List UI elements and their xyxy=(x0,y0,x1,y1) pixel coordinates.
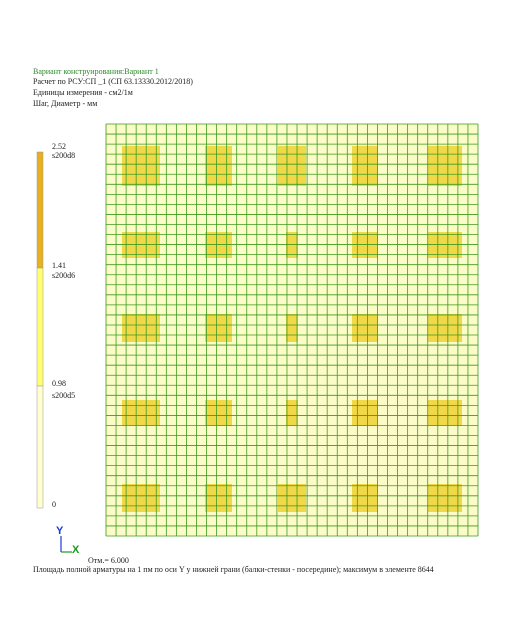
reinforcement-zone xyxy=(205,484,232,512)
plate-mesh xyxy=(105,123,479,537)
reinforcement-zone xyxy=(428,146,462,186)
reinforcement-zone xyxy=(122,484,160,512)
reinforcement-zone xyxy=(286,232,298,258)
reinforcement-zone xyxy=(122,400,160,426)
caption: Площадь полной арматуры на 1 пм по оси Y… xyxy=(33,565,434,574)
reinforcement-zone xyxy=(205,400,232,426)
legend-rebar: s200d6 xyxy=(52,271,75,280)
axis-y-label: Y xyxy=(56,525,64,537)
legend-swatch xyxy=(36,385,44,509)
reinforcement-zone xyxy=(122,232,160,258)
reinforcement-zone xyxy=(286,400,298,426)
step: Шаг, Диаметр - мм xyxy=(33,99,97,108)
reinforcement-zone xyxy=(352,146,378,186)
reinforcement-zone xyxy=(122,314,160,342)
reinforcement-zone xyxy=(352,232,378,258)
legend-rebar: s200d8 xyxy=(52,151,75,160)
elevation: Отм.= 6.000 xyxy=(88,556,129,565)
legend-value: 0.98 xyxy=(52,379,66,388)
reinforcement-zone xyxy=(205,314,232,342)
reinforcement-zone xyxy=(352,484,378,512)
reinforcement-zone xyxy=(352,400,378,426)
reinforcement-zone xyxy=(428,484,462,512)
reinforcement-zone xyxy=(428,314,462,342)
legend-value: 0 xyxy=(52,500,56,509)
reinforcement-zone xyxy=(122,146,160,186)
calculation: Расчет по РСУ:СП _1 (СП 63.13330.2012/20… xyxy=(33,77,193,86)
reinforcement-zone xyxy=(205,146,232,186)
reinforcement-zone xyxy=(352,314,378,342)
legend-rebar: s200d5 xyxy=(52,391,75,400)
legend-swatch xyxy=(36,151,44,269)
legend-swatch xyxy=(36,267,44,387)
units: Единицы измерения - см2/1м xyxy=(33,88,133,97)
reinforcement-zone xyxy=(278,146,306,186)
legend-value: 2.52 xyxy=(52,142,66,151)
reinforcement-zone xyxy=(205,232,232,258)
legend-value: 1.41 xyxy=(52,261,66,270)
axis-x-label: X xyxy=(72,544,80,556)
reinforcement-zone xyxy=(428,232,462,258)
reinforcement-zone xyxy=(428,400,462,426)
reinforcement-zone xyxy=(286,314,298,342)
variant: Вариант конструирования:Вариант 1 xyxy=(33,67,159,76)
reinforcement-zone xyxy=(278,484,306,512)
